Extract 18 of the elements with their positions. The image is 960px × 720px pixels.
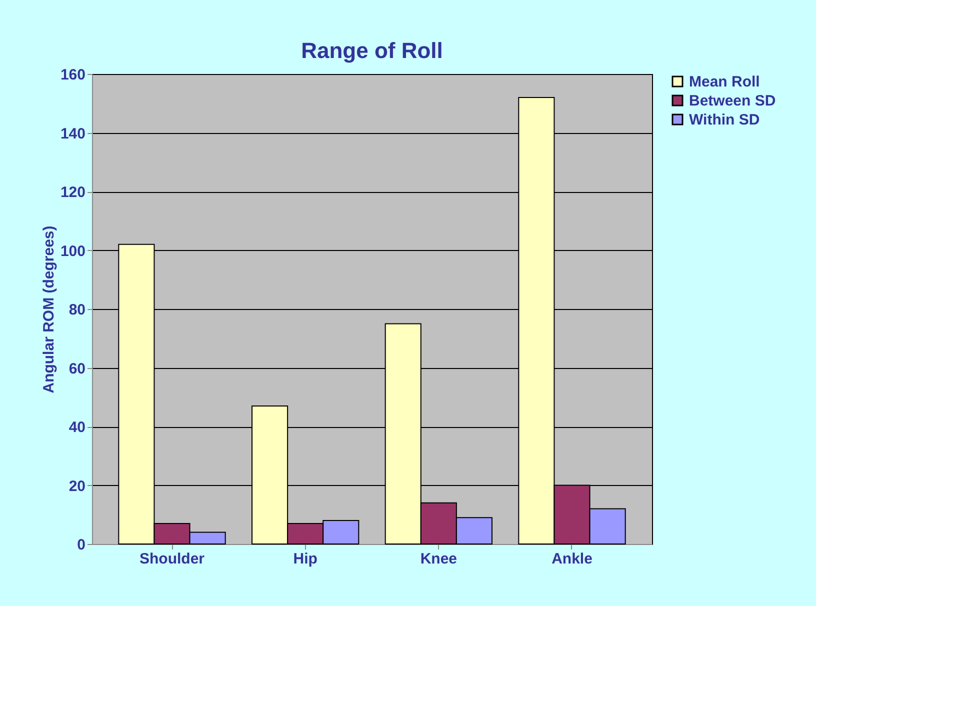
x-tick-label: Knee (420, 550, 458, 568)
legend-label: Between SD (689, 92, 776, 110)
y-tick-label: 100 (60, 242, 86, 260)
legend-label: Within SD (689, 112, 760, 128)
x-tick-label: Hip (293, 550, 318, 568)
y-tick-label: 120 (60, 184, 86, 201)
y-tick-label: 20 (68, 478, 86, 495)
chart-title: Range of Roll (301, 38, 443, 63)
y-tick-label: 140 (60, 125, 86, 142)
y-axis-title: Angular ROM (degrees) (40, 226, 58, 394)
x-tick-label: Shoulder (139, 550, 205, 568)
y-tick-label: 0 (77, 536, 86, 554)
y-tick-label: 60 (68, 360, 86, 378)
legend-label: Mean Roll (689, 74, 760, 90)
y-tick-label: 80 (68, 302, 86, 318)
x-tick-label: Ankle (552, 550, 592, 568)
y-tick-label: 160 (60, 66, 86, 84)
y-tick-label: 40 (68, 419, 86, 436)
